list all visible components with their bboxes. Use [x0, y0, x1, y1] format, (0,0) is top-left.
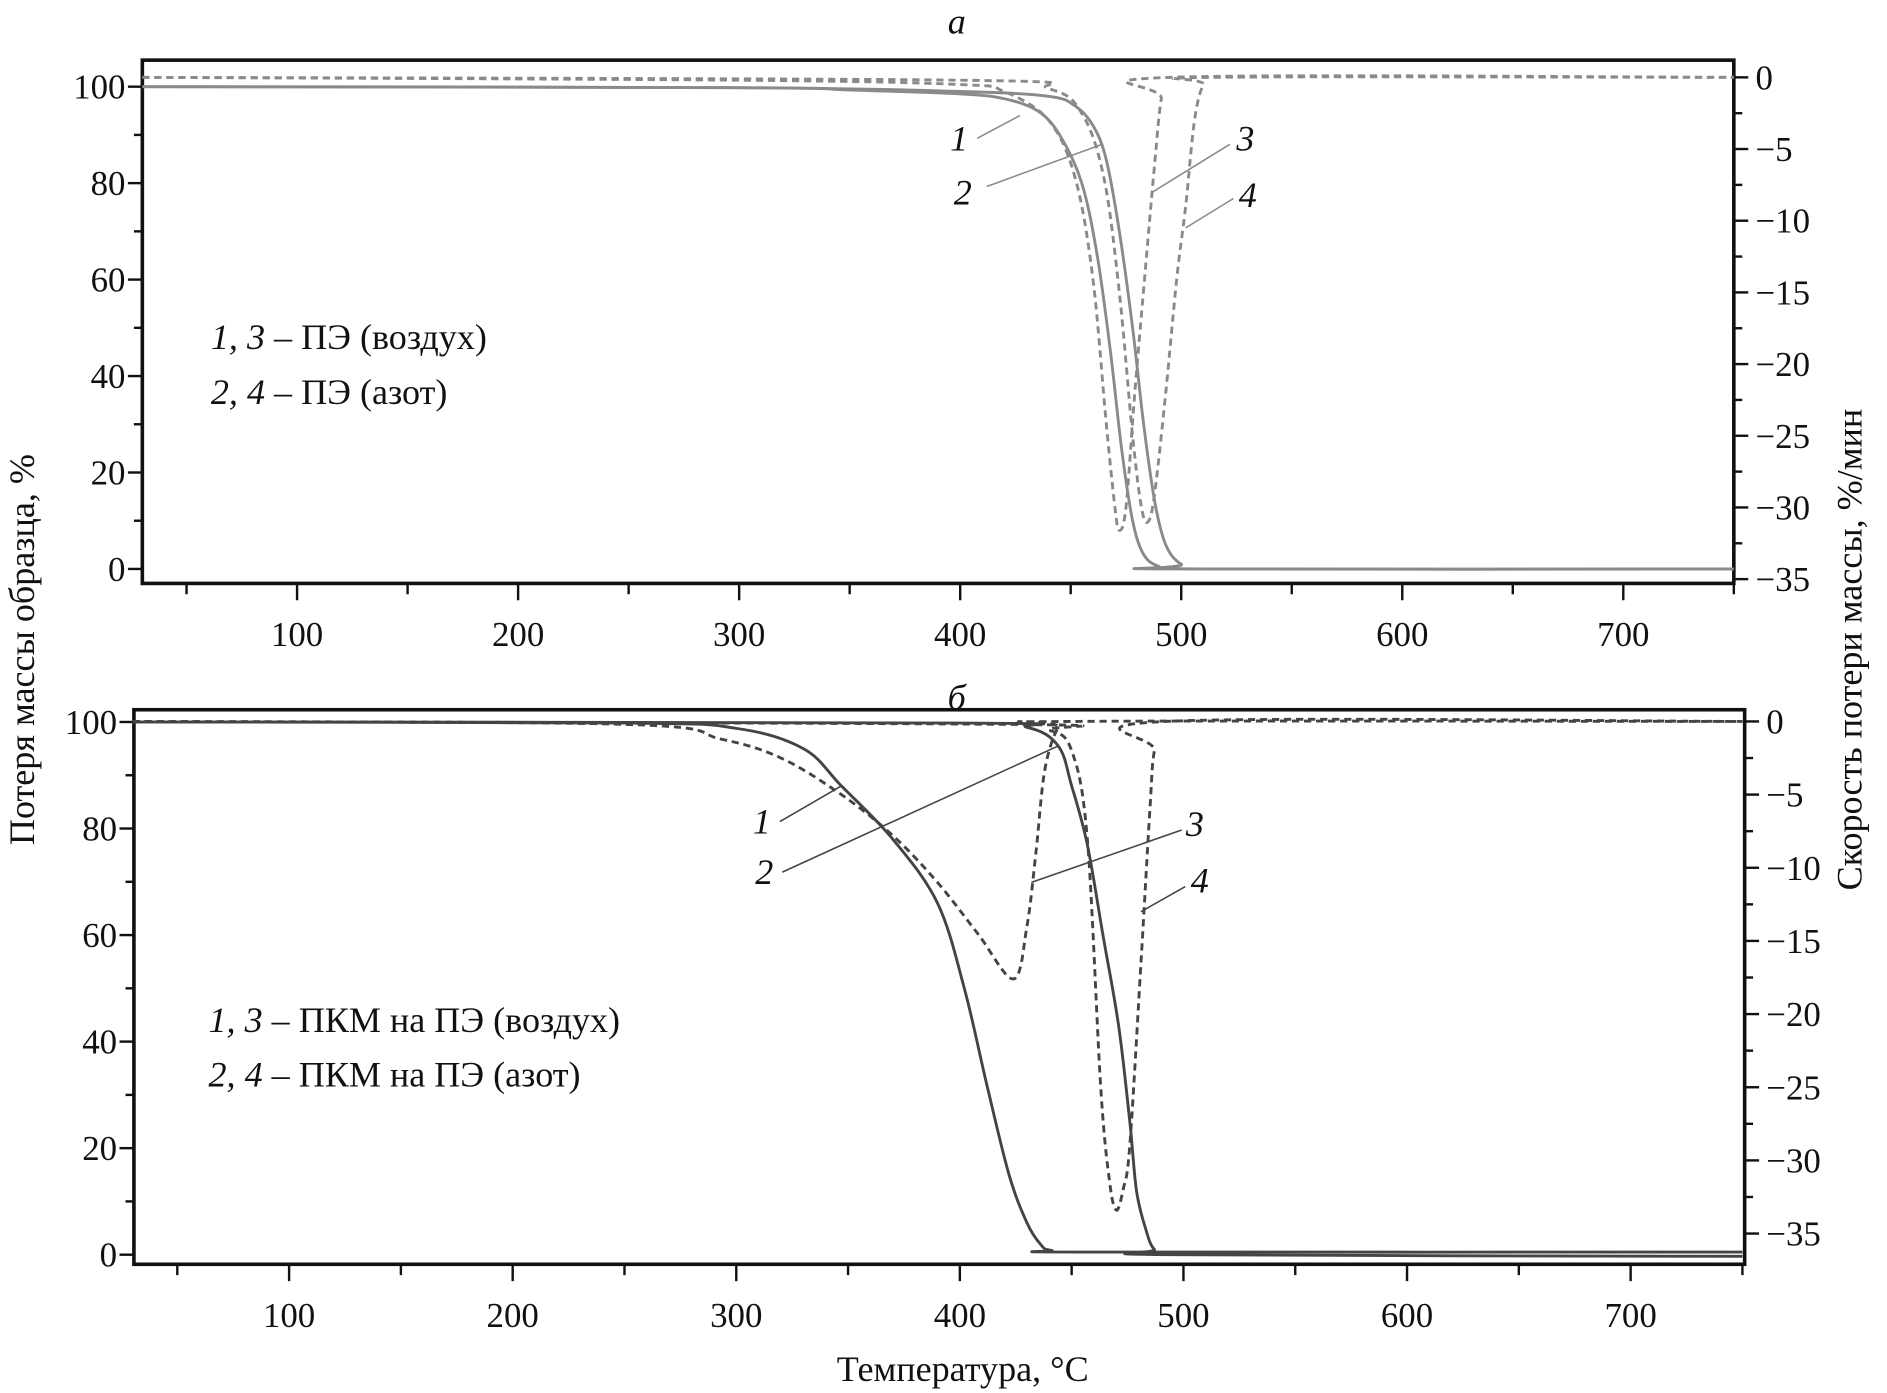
- panel-b: б 100 200 300 400 500 600 700 0 20 40 60 80 100 0 −5 −1…: [65, 678, 1821, 1335]
- y2-tick-label: −15: [1755, 273, 1810, 312]
- y-tick-label: 80: [91, 164, 126, 203]
- x-tick-label: 500: [1155, 615, 1207, 654]
- y2-tick-label: −30: [1766, 1141, 1821, 1180]
- curve-label-1-leader: [976, 114, 1021, 140]
- panel-b-plot: 100 200 300 400 500 600 700 0 20 40 60 80 100 0 −5 −10 −…: [65, 702, 1821, 1334]
- y2-tick-label: −5: [1755, 130, 1792, 169]
- x-tick-label: 400: [934, 615, 986, 654]
- x-tick-label: 200: [492, 615, 544, 654]
- y2-tick-label: −10: [1755, 202, 1810, 241]
- x-tick-label: 100: [271, 615, 323, 654]
- y-tick-label: 60: [91, 261, 126, 300]
- y2-tick-label: −5: [1766, 776, 1803, 815]
- x-tick-label: 500: [1157, 1296, 1209, 1335]
- y2-tick-label: −25: [1766, 1068, 1821, 1107]
- plot-frame: [140, 58, 1736, 586]
- curve-label-4-leader: [1140, 885, 1186, 913]
- curve-label-4: 4: [1191, 861, 1209, 901]
- x-tick-label: 700: [1604, 1296, 1656, 1335]
- series-4-line: [132, 717, 1743, 1212]
- y-tick-label: 100: [73, 68, 125, 107]
- y2-tick-label: −35: [1766, 1215, 1821, 1254]
- panel-a-plot: 100 200 300 400 500 600 700 0 20 40 60 80 100 0 −5 −10 −…: [73, 58, 1810, 654]
- curve-label-1: 1: [950, 118, 968, 158]
- curve-label-3: 3: [1185, 804, 1204, 844]
- curve-label-1-leader: [779, 785, 842, 823]
- panel-b-legend-line-1: 1, 3 – ПКМ на ПЭ (воздух): [209, 1000, 621, 1040]
- y-tick-label: 80: [82, 810, 117, 849]
- panel-b-label: б: [948, 678, 968, 718]
- x-tick-label: 600: [1376, 615, 1428, 654]
- curve-label-2-leader: [781, 745, 1059, 873]
- curve-label-1: 1: [753, 802, 771, 842]
- x-tick-label: 200: [487, 1296, 539, 1335]
- y-left-axis-label: Потеря массы образца, %: [2, 454, 42, 845]
- series-3-line: [132, 719, 1743, 981]
- panel-a-legend-line-2: 2, 4 – ПЭ (азот): [211, 372, 448, 412]
- x-tick-label: 100: [263, 1296, 315, 1335]
- curve-label-2: 2: [755, 852, 773, 892]
- curve-label-2: 2: [954, 172, 972, 212]
- y-tick-label: 0: [108, 550, 125, 589]
- panel-a-legend-line-1: 1, 3 – ПЭ (воздух): [211, 317, 487, 357]
- y-tick-label: 0: [100, 1236, 117, 1275]
- series-3-line: [142, 74, 1734, 532]
- y-tick-label: 20: [91, 454, 126, 493]
- y2-tick-label: −10: [1766, 849, 1821, 888]
- x-tick-label: 700: [1597, 615, 1649, 654]
- series-2-line: [132, 720, 1743, 1258]
- y2-tick-label: −25: [1755, 417, 1810, 456]
- y2-tick-label: −15: [1766, 922, 1821, 961]
- y2-tick-label: 0: [1755, 58, 1772, 97]
- y-right-axis-label: Скорость потери массы, %/мин: [1829, 409, 1869, 890]
- curve-label-3-leader: [1031, 829, 1182, 884]
- y-tick-label: 100: [65, 703, 117, 742]
- y-tick-label: 20: [82, 1129, 117, 1168]
- plot-frame: [132, 707, 1747, 1267]
- x-tick-label: 300: [710, 1296, 762, 1335]
- panel-a: а 100 200 300 400 500 600 700 0 20 40 60 80 100 0 −5 −1…: [73, 2, 1810, 654]
- curve-label-3: 3: [1235, 118, 1254, 158]
- curve-label-4-leader: [1185, 197, 1234, 229]
- series-1-line: [132, 720, 1743, 1254]
- curve-label-3-leader: [1152, 143, 1231, 193]
- x-tick-label: 600: [1381, 1296, 1433, 1335]
- panel-b-legend-line-2: 2, 4 – ПКМ на ПЭ (азот): [209, 1054, 581, 1094]
- y-tick-label: 60: [82, 916, 117, 955]
- y-tick-label: 40: [91, 357, 126, 396]
- x-tick-label: 300: [713, 615, 765, 654]
- y2-tick-label: −35: [1755, 560, 1810, 599]
- series-2-line: [142, 85, 1734, 571]
- curve-label-4: 4: [1239, 175, 1257, 215]
- y-tick-label: 40: [82, 1023, 117, 1062]
- curve-label-2-leader: [986, 143, 1102, 188]
- y2-tick-label: −20: [1766, 995, 1821, 1034]
- y2-tick-label: −20: [1755, 345, 1810, 384]
- x-tick-label: 400: [934, 1296, 986, 1335]
- y2-tick-label: 0: [1766, 702, 1783, 741]
- x-axis-label: Температура, °C: [837, 1349, 1089, 1389]
- series-4-line: [142, 75, 1734, 525]
- panel-a-label: а: [948, 2, 966, 42]
- y2-tick-label: −30: [1755, 488, 1810, 527]
